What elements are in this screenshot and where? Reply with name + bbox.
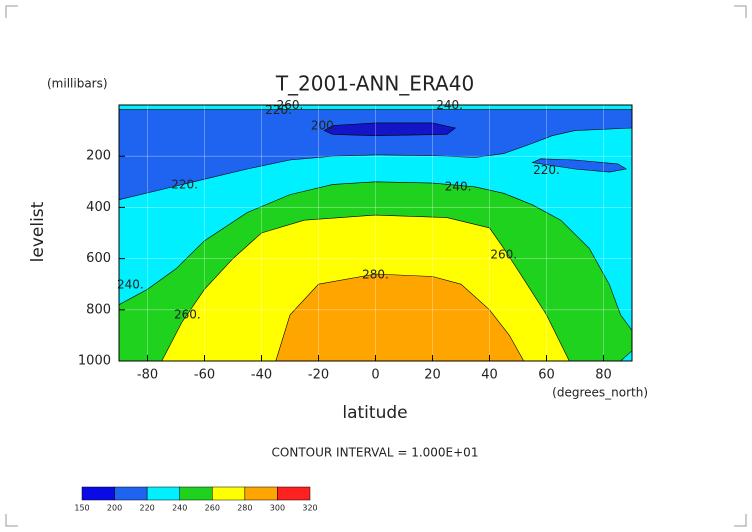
colorbar-box: [244, 486, 278, 501]
footer: CONTOUR INTERVAL = 1.000E+01: [272, 446, 479, 460]
crop-mark: [5, 5, 18, 18]
contour-label: 240.: [117, 277, 144, 291]
contour-label: 240.: [445, 180, 472, 194]
colorbar-box: [212, 486, 246, 501]
contour-label: 260.: [174, 307, 201, 321]
crop-mark: [734, 514, 747, 527]
x-tick-label: -80: [137, 368, 158, 383]
contour-label: 220.: [533, 163, 560, 177]
crop-mark: [5, 514, 18, 527]
x-tick-label: -20: [308, 368, 329, 383]
x-tick-label: 80: [595, 368, 612, 383]
y-axis-label: levelist: [28, 201, 48, 262]
crop-marks: [5, 5, 747, 527]
y-tick-label: 400: [86, 200, 111, 215]
crop-mark: [734, 5, 747, 18]
colorbar-label: 150: [74, 504, 89, 513]
contour-region: [323, 122, 456, 137]
colorbar: 150 200 220 240 260 280 300 320: [74, 486, 318, 513]
contour-region: [275, 273, 525, 362]
x-tick-label: 40: [481, 368, 498, 383]
x-tick-label: 60: [538, 368, 555, 383]
colorbar-box: [179, 486, 213, 501]
y-tick-label: 800: [86, 302, 111, 317]
contour-label: 260.: [490, 248, 517, 262]
colorbar-label: 280: [237, 504, 252, 513]
x-axis-label: latitude: [342, 403, 407, 423]
contour-label: 220.: [171, 178, 198, 192]
contour-label: 200.: [311, 119, 338, 133]
colorbar-label: 200: [107, 504, 122, 513]
x-tick-label: -40: [251, 368, 272, 383]
colorbar-box: [277, 486, 311, 501]
colorbar-label: 300: [270, 504, 285, 513]
colorbar-label: 220: [140, 504, 155, 513]
y-tick-label: 200: [86, 149, 111, 164]
x-tick-label: 0: [371, 368, 379, 383]
y-tick-label: 600: [86, 251, 111, 266]
colorbar-label: 260: [205, 504, 220, 513]
contour-label: 220.: [265, 103, 292, 117]
x-tick-label: -60: [194, 368, 215, 383]
colorbar-box: [146, 486, 180, 501]
chart-title: T_2001-ANN_ERA40: [275, 72, 474, 96]
plot-area: 260.220.200.240.220. 240.220.260.280.240.…: [78, 98, 633, 383]
contour-label: 280.: [362, 267, 389, 281]
colorbar-box: [114, 486, 148, 501]
x-unit-label: (degrees_north): [552, 386, 648, 400]
y-unit-label: (millibars): [47, 77, 108, 91]
colorbar-label: 240: [172, 504, 187, 513]
colorbar-label: 320: [302, 504, 317, 513]
colorbar-box: [81, 486, 115, 501]
x-tick-label: 20: [424, 368, 441, 383]
y-tick-label: 1000: [78, 354, 111, 369]
